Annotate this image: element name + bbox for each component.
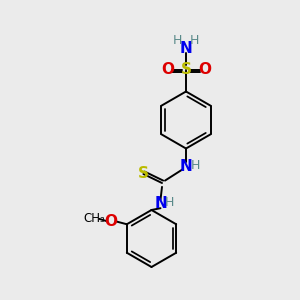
Text: O: O [198,62,211,77]
Text: H: H [189,34,199,47]
Text: S: S [138,167,149,182]
Text: S: S [181,62,191,77]
Text: O: O [105,214,118,229]
Text: O: O [161,62,174,77]
Text: N: N [180,41,192,56]
Text: N: N [154,196,167,211]
Text: H: H [173,34,183,47]
Text: H: H [165,196,174,209]
Text: N: N [180,159,192,174]
Text: H: H [190,159,200,172]
Text: CH₃: CH₃ [83,212,105,225]
